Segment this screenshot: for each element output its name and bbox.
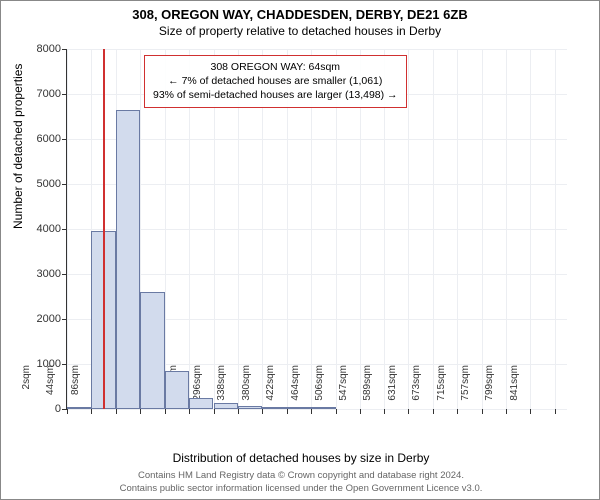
x-tick <box>311 409 312 414</box>
gridline-h <box>67 229 567 230</box>
annotation-line-1: 308 OREGON WAY: 64sqm <box>153 60 398 74</box>
x-tick-label: 2sqm <box>21 365 32 415</box>
x-tick <box>457 409 458 414</box>
x-tick-label: 631sqm <box>387 365 398 415</box>
gridline-v <box>555 49 556 409</box>
x-tick-label: 841sqm <box>509 365 520 415</box>
x-tick <box>433 409 434 414</box>
x-tick <box>360 409 361 414</box>
annotation-line-2: ← 7% of detached houses are smaller (1,0… <box>153 74 398 88</box>
x-axis-label: Distribution of detached houses by size … <box>1 451 600 465</box>
x-tick <box>530 409 531 414</box>
gridline-v <box>530 49 531 409</box>
histogram-bar <box>116 110 140 409</box>
gridline-v <box>433 49 434 409</box>
footer-line-2: Contains public sector information licen… <box>1 483 600 495</box>
gridline-h <box>67 274 567 275</box>
y-tick-label: 5000 <box>21 178 61 190</box>
x-tick-label: 715sqm <box>436 365 447 415</box>
x-tick <box>262 409 263 414</box>
annotation-line-3: 93% of semi-detached houses are larger (… <box>153 88 398 102</box>
histogram-bar <box>287 407 311 409</box>
footer-attribution: Contains HM Land Registry data © Crown c… <box>1 470 600 495</box>
gridline-v <box>457 49 458 409</box>
page-subtitle: Size of property relative to detached ho… <box>1 24 599 38</box>
histogram-bar <box>238 406 262 409</box>
histogram-bar <box>189 398 213 409</box>
x-tick <box>555 409 556 414</box>
histogram-bar <box>214 403 238 409</box>
y-tick-label: 7000 <box>21 88 61 100</box>
x-tick <box>189 409 190 414</box>
gridline-h <box>67 49 567 50</box>
x-tick <box>336 409 337 414</box>
gridline-v <box>482 49 483 409</box>
x-tick <box>238 409 239 414</box>
histogram-bar <box>165 371 189 409</box>
y-tick-label: 3000 <box>21 268 61 280</box>
y-tick-label: 4000 <box>21 223 61 235</box>
x-tick <box>214 409 215 414</box>
x-tick-label: 799sqm <box>484 365 495 415</box>
x-tick <box>91 409 92 414</box>
x-tick-label: 44sqm <box>45 365 56 415</box>
histogram-chart: 0100020003000400050006000700080002sqm44s… <box>66 49 566 409</box>
histogram-bar <box>262 407 286 409</box>
gridline-v <box>408 49 409 409</box>
x-tick <box>506 409 507 414</box>
x-tick-label: 547sqm <box>338 365 349 415</box>
gridline-h <box>67 139 567 140</box>
histogram-bar <box>311 407 335 409</box>
gridline-v <box>67 49 68 409</box>
y-axis-label: Number of detached properties <box>11 64 25 229</box>
gridline-h <box>67 184 567 185</box>
x-tick <box>140 409 141 414</box>
y-tick-label: 8000 <box>21 43 61 55</box>
x-tick <box>116 409 117 414</box>
y-tick-label: 6000 <box>21 133 61 145</box>
x-tick-label: 673sqm <box>411 365 422 415</box>
footer-line-1: Contains HM Land Registry data © Crown c… <box>1 470 600 482</box>
x-tick <box>165 409 166 414</box>
histogram-bar <box>67 407 91 409</box>
gridline-v <box>506 49 507 409</box>
x-tick <box>67 409 68 414</box>
y-tick-label: 2000 <box>21 313 61 325</box>
histogram-bar <box>140 292 164 409</box>
property-marker-line <box>103 49 105 409</box>
page-title: 308, OREGON WAY, CHADDESDEN, DERBY, DE21… <box>1 7 599 22</box>
x-tick <box>482 409 483 414</box>
x-tick <box>384 409 385 414</box>
annotation-box: 308 OREGON WAY: 64sqm ← 7% of detached h… <box>144 55 407 108</box>
x-tick <box>287 409 288 414</box>
x-tick-label: 757sqm <box>460 365 471 415</box>
x-tick-label: 589sqm <box>362 365 373 415</box>
x-tick <box>408 409 409 414</box>
